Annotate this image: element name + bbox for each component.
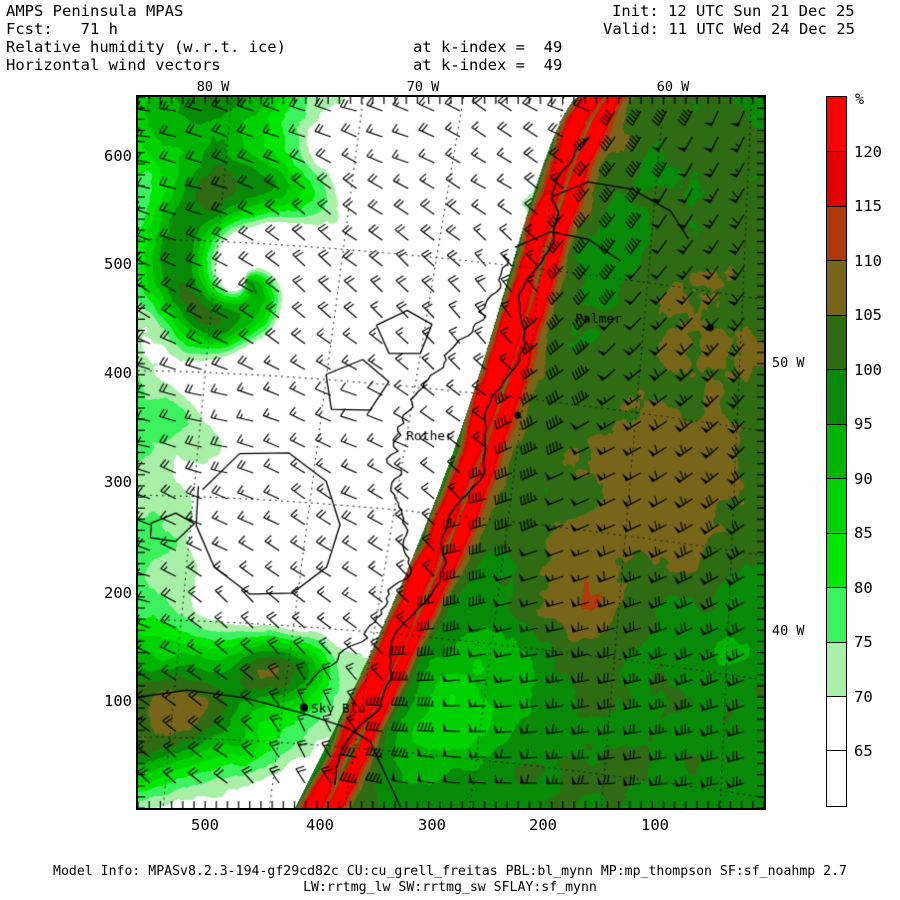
colorbar-segment-125+: [827, 97, 846, 152]
colorbar-tick-100: 100: [854, 360, 882, 379]
y-tick-500: 500: [104, 255, 132, 273]
colorbar-tick-80: 80: [854, 578, 873, 597]
x-tick-300: 300: [418, 816, 446, 834]
lon-label-right-50w: 50 W: [772, 355, 805, 371]
colorbar-tick-90: 90: [854, 469, 873, 488]
lon-label-top-70w: 70 W: [406, 79, 440, 95]
lon-label-right-40w: 40 W: [772, 623, 805, 639]
colorbar-segment-80: [827, 587, 846, 642]
y-tick-100: 100: [104, 692, 132, 710]
colorbar-segment-85: [827, 532, 846, 588]
field-label-humidity: Relative humidity (w.r.t. ice): [6, 38, 286, 56]
colorbar-tick-95: 95: [854, 415, 873, 434]
colorbar-segment-70: [827, 695, 846, 751]
colorbar-unit-label: %: [855, 90, 865, 108]
colorbar-segment-105: [827, 314, 846, 370]
lon-label-top-80w: 80 W: [196, 79, 230, 95]
valid-time-label: Valid: 11 UTC Wed 24 Dec 25: [603, 20, 855, 38]
y-tick-600: 600: [104, 147, 132, 165]
humidity-map-canvas: [138, 97, 764, 808]
colorbar-tick-70: 70: [854, 687, 873, 706]
colorbar-tick-120: 120: [854, 142, 882, 161]
colorbar-tick-75: 75: [854, 633, 873, 652]
x-tick-100: 100: [641, 816, 669, 834]
colorbar-segment-120: [827, 151, 846, 206]
y-tick-200: 200: [104, 584, 132, 602]
k-index-label-wind: at k-index = 49: [413, 56, 563, 74]
model-info-line-1: Model Info: MPASv8.2.3-194-gf29cd82c CU:…: [53, 864, 847, 879]
x-tick-500: 500: [191, 816, 219, 834]
colorbar-tick-110: 110: [854, 251, 882, 270]
colorbar-segment-65: [827, 750, 846, 805]
colorbar-tick-65: 65: [854, 742, 873, 761]
init-time-label: Init: 12 UTC Sun 21 Dec 25: [612, 2, 855, 20]
colorbar-segment-95: [827, 423, 846, 479]
colorbar-segment-110: [827, 260, 846, 315]
lon-label-top-60w: 60 W: [656, 79, 690, 95]
k-index-label-humidity: at k-index = 49: [413, 38, 563, 56]
colorbar-segment-100: [827, 369, 846, 424]
model-info-line-2: LW:rrtmg_lw SW:rrtmg_sw SFLAY:sf_mynn: [303, 880, 597, 895]
page-title: AMPS Peninsula MPAS: [6, 2, 184, 20]
map-plot-area[interactable]: [136, 95, 766, 810]
colorbar-segment-115: [827, 205, 846, 261]
colorbar-tick-115: 115: [854, 197, 882, 216]
field-label-wind: Horizontal wind vectors: [6, 56, 221, 74]
colorbar-tick-85: 85: [854, 524, 873, 543]
colorbar[interactable]: [826, 96, 847, 807]
y-tick-300: 300: [104, 473, 132, 491]
x-tick-200: 200: [529, 816, 557, 834]
x-tick-400: 400: [306, 816, 334, 834]
colorbar-tick-105: 105: [854, 306, 882, 325]
y-tick-400: 400: [104, 364, 132, 382]
colorbar-segment-75: [827, 641, 846, 696]
forecast-hour-label: Fcst: 71 h: [6, 20, 118, 38]
colorbar-segment-90: [827, 478, 846, 533]
